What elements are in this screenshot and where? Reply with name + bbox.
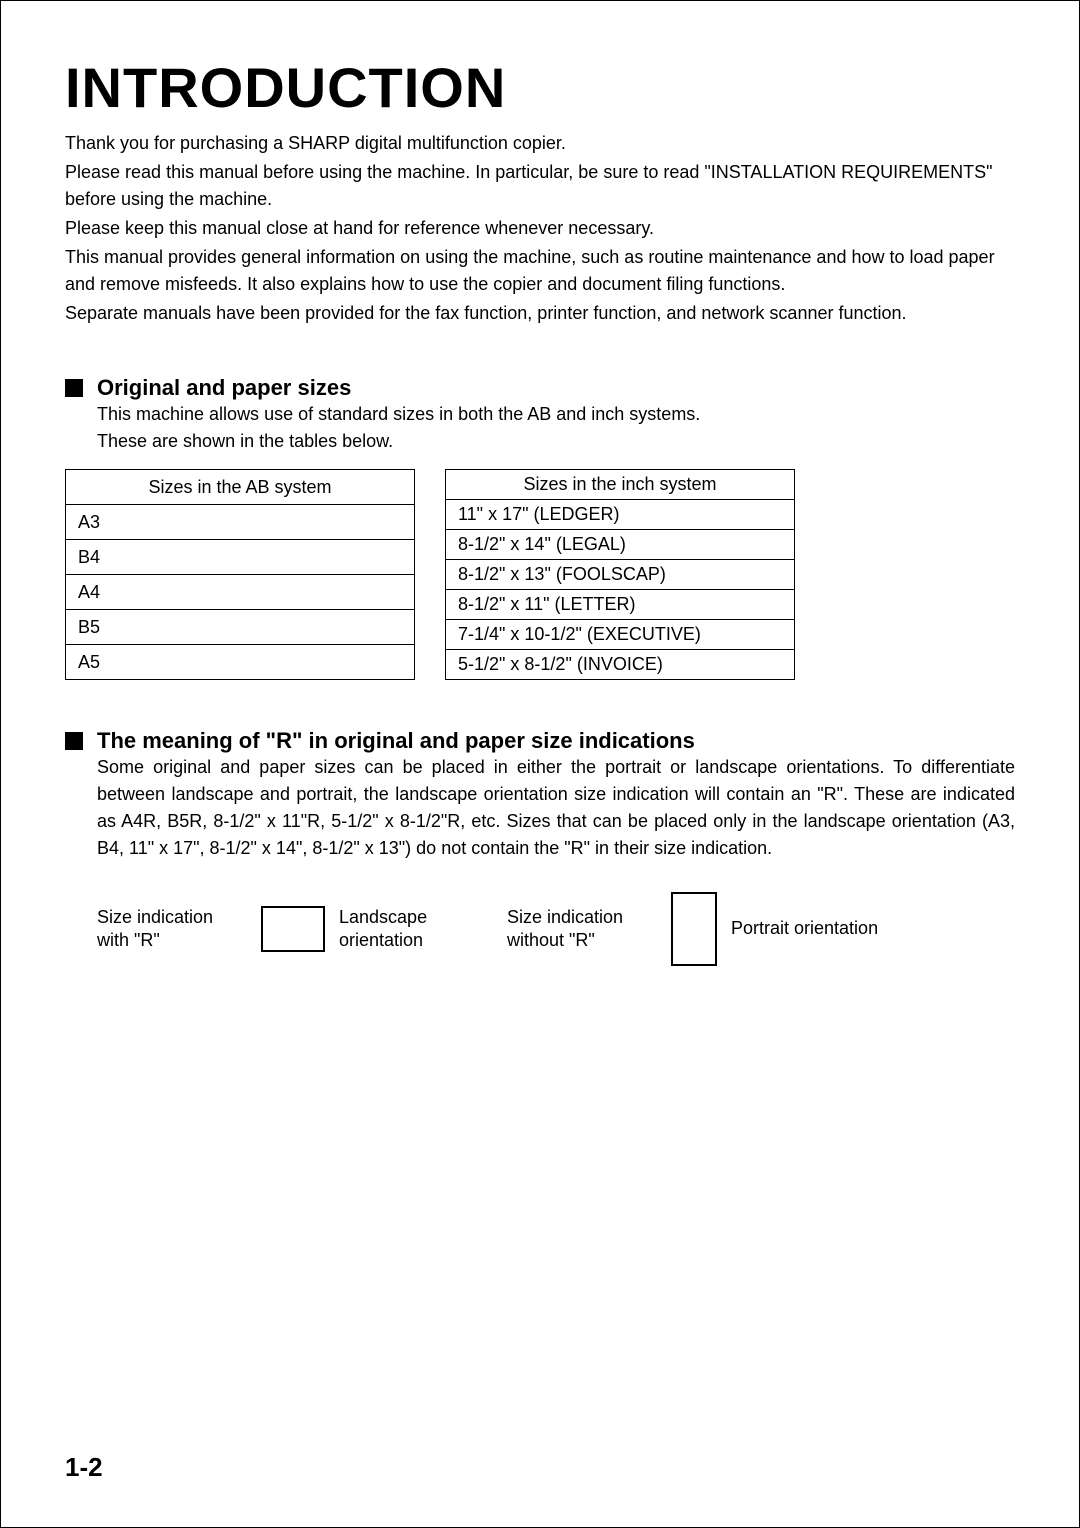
page-number: 1-2 — [65, 1452, 103, 1483]
table-row: 7-1/4" x 10-1/2" (EXECUTIVE) — [446, 620, 795, 650]
section-body: This machine allows use of standard size… — [97, 401, 1015, 455]
with-r-group: Size indication with "R" Landscape orien… — [97, 906, 489, 953]
table-row: A3 — [66, 505, 415, 540]
landscape-label: Landscape orientation — [339, 906, 489, 953]
without-r-group: Size indication without "R" Portrait ori… — [507, 892, 878, 966]
document-page: INTRODUCTION Thank you for purchasing a … — [0, 0, 1080, 1528]
section-heading-row: Original and paper sizes — [65, 375, 1015, 401]
ab-system-table: Sizes in the AB system A3 B4 A4 B5 A5 — [65, 469, 415, 680]
intro-paragraph-1: Thank you for purchasing a SHARP digital… — [65, 130, 1015, 157]
table-row: 11" x 17" (LEDGER) — [446, 500, 795, 530]
section-title: The meaning of "R" in original and paper… — [97, 728, 695, 754]
intro-paragraph-5: Separate manuals have been provided for … — [65, 300, 1015, 327]
landscape-rect-icon — [261, 906, 325, 952]
table-row: 5-1/2" x 8-1/2" (INVOICE) — [446, 650, 795, 680]
table-row: A5 — [66, 645, 415, 680]
inch-system-table: Sizes in the inch system 11" x 17" (LEDG… — [445, 469, 795, 680]
portrait-rect-icon — [671, 892, 717, 966]
without-r-label: Size indication without "R" — [507, 906, 657, 953]
table-row: B5 — [66, 610, 415, 645]
square-bullet-icon — [65, 732, 83, 750]
section-meaning-of-r: The meaning of "R" in original and paper… — [65, 728, 1015, 966]
section-heading-row: The meaning of "R" in original and paper… — [65, 728, 1015, 754]
ab-table-header: Sizes in the AB system — [66, 470, 415, 505]
size-tables: Sizes in the AB system A3 B4 A4 B5 A5 Si… — [65, 469, 1015, 680]
intro-paragraph-3: Please keep this manual close at hand fo… — [65, 215, 1015, 242]
portrait-label: Portrait orientation — [731, 917, 878, 940]
page-title: INTRODUCTION — [65, 55, 1015, 120]
table-row: 8-1/2" x 14" (LEGAL) — [446, 530, 795, 560]
with-r-label: Size indication with "R" — [97, 906, 247, 953]
section1-line1: This machine allows use of standard size… — [97, 401, 1015, 428]
section-title: Original and paper sizes — [97, 375, 351, 401]
inch-table-header: Sizes in the inch system — [446, 470, 795, 500]
table-row: 8-1/2" x 11" (LETTER) — [446, 590, 795, 620]
page-content: INTRODUCTION Thank you for purchasing a … — [1, 1, 1079, 1006]
table-row: B4 — [66, 540, 415, 575]
intro-paragraph-4: This manual provides general information… — [65, 244, 1015, 298]
table-row: 8-1/2" x 13" (FOOLSCAP) — [446, 560, 795, 590]
square-bullet-icon — [65, 379, 83, 397]
orientation-diagram: Size indication with "R" Landscape orien… — [97, 892, 1015, 966]
section-original-paper-sizes: Original and paper sizes This machine al… — [65, 375, 1015, 680]
section1-line2: These are shown in the tables below. — [97, 428, 1015, 455]
intro-paragraph-2: Please read this manual before using the… — [65, 159, 1015, 213]
table-row: A4 — [66, 575, 415, 610]
section2-body: Some original and paper sizes can be pla… — [97, 754, 1015, 862]
